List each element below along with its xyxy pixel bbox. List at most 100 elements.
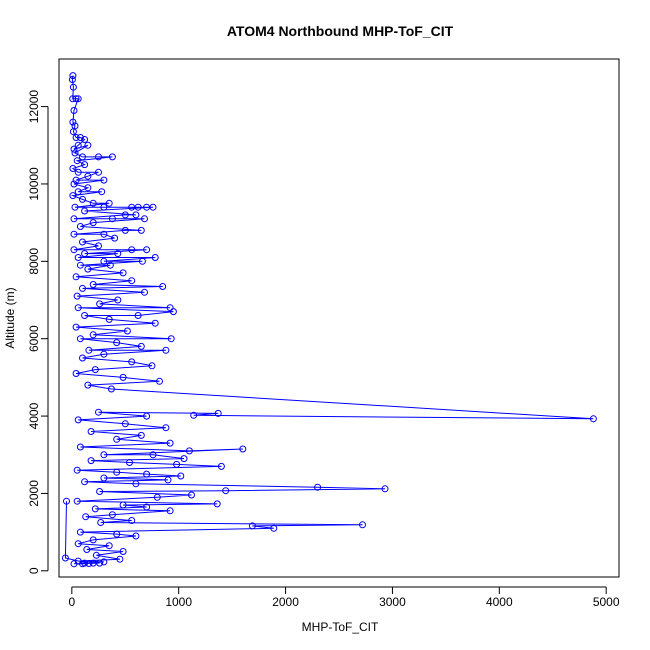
data-point xyxy=(96,559,104,567)
y-tick-label: 8000 xyxy=(27,248,41,275)
data-point xyxy=(138,257,146,265)
data-point xyxy=(69,72,77,80)
y-axis-label: Altitude (m) xyxy=(3,287,17,348)
data-point xyxy=(119,269,127,277)
data-point xyxy=(69,118,77,126)
data-point xyxy=(121,420,129,428)
data-point xyxy=(148,362,156,370)
data-point xyxy=(72,176,80,184)
data-point xyxy=(73,157,81,165)
data-point xyxy=(98,188,106,196)
data-point xyxy=(166,507,174,515)
data-point xyxy=(180,455,188,463)
data-point xyxy=(74,304,82,312)
data-point xyxy=(128,277,136,285)
data-point xyxy=(70,145,78,153)
data-point xyxy=(137,226,145,234)
data-point xyxy=(82,513,90,521)
y-axis: 0 2000 4000 6000 8000 10000 12000 xyxy=(27,90,49,574)
data-point xyxy=(100,230,108,238)
y-tick-label: 6000 xyxy=(27,325,41,352)
data-point xyxy=(81,478,89,486)
data-point xyxy=(89,219,97,227)
x-tick-label: 1000 xyxy=(165,595,192,609)
data-point xyxy=(105,199,113,207)
data-point xyxy=(151,319,159,327)
data-point xyxy=(108,511,116,519)
data-point xyxy=(69,192,77,200)
data-point xyxy=(63,497,70,505)
data-point xyxy=(96,300,104,308)
data-point xyxy=(141,215,148,223)
data-point xyxy=(69,165,77,172)
data-point xyxy=(70,230,78,238)
data-point xyxy=(113,339,121,347)
data-point xyxy=(72,134,80,141)
data-point xyxy=(71,149,79,157)
data-point xyxy=(76,261,84,269)
data-point xyxy=(81,250,89,258)
data-point xyxy=(71,203,79,211)
data-point xyxy=(270,524,278,532)
data-point xyxy=(132,532,140,540)
data-point xyxy=(126,459,133,466)
data-point xyxy=(132,480,140,488)
data-point xyxy=(589,415,597,423)
data-point xyxy=(100,451,108,459)
data-point xyxy=(87,428,95,435)
data-point xyxy=(164,476,172,484)
data-point xyxy=(100,558,108,566)
data-point xyxy=(79,284,86,292)
data-point xyxy=(81,207,89,215)
data-point xyxy=(73,466,81,474)
data-point xyxy=(190,411,198,419)
data-point xyxy=(123,327,131,335)
chart-title: ATOM4 Northbound MHP-ToF_CIT xyxy=(227,23,454,39)
data-point xyxy=(113,435,121,443)
data-point xyxy=(84,381,92,389)
data-point xyxy=(114,250,122,258)
data-point xyxy=(68,76,76,83)
data-point xyxy=(167,335,175,343)
data-point xyxy=(119,548,127,555)
data-point xyxy=(100,176,108,184)
data-point xyxy=(95,153,102,161)
x-tick-label: 3000 xyxy=(379,595,406,609)
data-point xyxy=(381,485,389,493)
data-point xyxy=(108,153,116,161)
data-point xyxy=(214,409,222,417)
data-point xyxy=(76,335,84,343)
data-point xyxy=(314,483,322,491)
data-point xyxy=(73,292,81,300)
data-point xyxy=(149,203,157,211)
data-point xyxy=(128,246,136,254)
data-point xyxy=(105,315,113,323)
x-tick-label: 2000 xyxy=(272,595,299,609)
series-line xyxy=(64,75,594,565)
data-point xyxy=(92,551,100,559)
data-point xyxy=(72,273,80,281)
data-point xyxy=(79,238,86,246)
x-tick-label: 5000 xyxy=(593,595,620,609)
data-point xyxy=(72,323,80,331)
data-point xyxy=(89,331,97,339)
data-point xyxy=(143,246,151,254)
data-point xyxy=(141,288,148,296)
data-point xyxy=(134,203,142,211)
data-point xyxy=(119,373,127,381)
data-point xyxy=(97,519,105,526)
data-point xyxy=(159,283,167,290)
data-point xyxy=(84,141,92,149)
data-point xyxy=(248,522,256,530)
data-point xyxy=(79,153,86,161)
data-point xyxy=(74,141,82,149)
data-point xyxy=(91,505,99,513)
data-point xyxy=(213,500,221,508)
data-point xyxy=(69,83,77,91)
x-tick-label: 0 xyxy=(68,595,75,609)
data-point xyxy=(162,424,170,432)
data-point xyxy=(61,554,69,562)
data-point xyxy=(143,470,151,478)
data-point xyxy=(169,308,177,316)
